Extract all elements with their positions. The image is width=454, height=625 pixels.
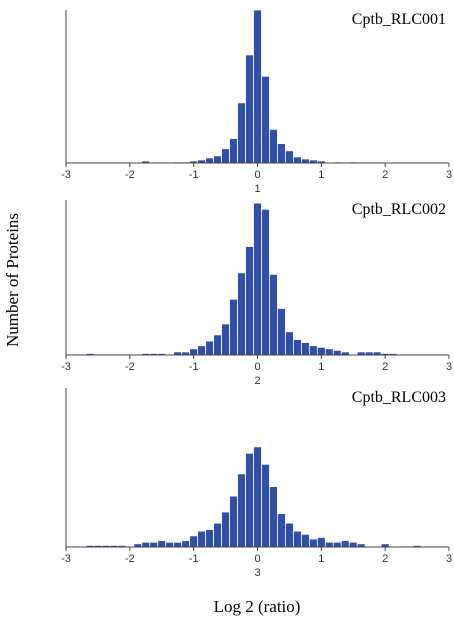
panel-title: Cptb_RLC002: [352, 201, 446, 218]
x-tick-label: 2: [382, 169, 388, 181]
histogram-bar: [300, 342, 310, 356]
histogram-bar: [245, 246, 254, 356]
x-axis-title: Log 2 (ratio): [214, 597, 301, 616]
histogram-bar: [253, 202, 262, 356]
histogram-bar: [324, 348, 334, 356]
histogram-bar: [285, 331, 294, 356]
histogram-bar: [189, 535, 199, 548]
histogram-bar: [308, 538, 318, 548]
histogram-bar: [221, 511, 230, 548]
histogram-bar: [213, 334, 222, 356]
histogram-bar: [205, 340, 215, 356]
histogram-bar: [277, 308, 286, 356]
x-tick-label: 2: [382, 553, 388, 565]
histogram-bar: [269, 273, 278, 356]
x-tick-label: 3: [446, 361, 452, 373]
histogram-bar: [229, 138, 238, 164]
histogram-bar: [141, 541, 151, 548]
histogram-bar: [197, 530, 207, 548]
histogram-bar: [277, 513, 286, 548]
histogram-bar: [149, 541, 159, 548]
histogram-bar: [269, 486, 278, 548]
histogram-bar: [197, 345, 207, 356]
panel-number-label: 3: [254, 567, 260, 579]
x-tick-label: 0: [254, 169, 260, 181]
histogram-bar: [205, 529, 215, 548]
y-axis-title: Number of Proteins: [3, 213, 22, 347]
x-tick-label: -1: [189, 361, 199, 373]
histogram-bar: [245, 452, 254, 548]
histogram-bar: [229, 298, 238, 356]
histogram-bar: [229, 495, 238, 548]
histogram-bar: [293, 156, 302, 164]
histogram-bar: [205, 157, 215, 164]
panel-title: Cptb_RLC001: [352, 11, 446, 28]
histogram-bar: [181, 540, 191, 548]
histogram-panel-2: -3 -2 -1 0 1 2 3 2 Cptb_RLC002: [61, 200, 452, 387]
x-tick-label: -1: [189, 553, 199, 565]
histogram-panel-3: -3 -2 -1 0 1 2 3 3 Cptb_RLC003: [61, 388, 452, 579]
histogram-bar: [293, 530, 302, 548]
histogram-bar: [293, 339, 302, 356]
x-tick-label: 1: [318, 169, 324, 181]
histogram-bar: [332, 349, 342, 356]
x-tick-label: -1: [189, 169, 199, 181]
histogram-bar: [165, 541, 175, 548]
histogram-bar: [261, 75, 270, 164]
x-tick-label: -3: [61, 169, 71, 181]
histogram-bar: [237, 473, 246, 548]
histogram-bar: [300, 533, 310, 548]
histogram-bar: [221, 323, 230, 356]
histogram-panel-1: -3 -2 -1 0 1 2 3 1 Cptb_RLC001: [61, 9, 452, 195]
histogram-bar: [324, 541, 334, 548]
panel-number-label: 2: [254, 375, 260, 387]
x-tick-label: 1: [318, 553, 324, 565]
histogram-bar: [253, 446, 262, 548]
histogram-bar: [348, 541, 358, 548]
x-tick-label: 0: [254, 553, 260, 565]
histogram-bar: [316, 346, 326, 356]
x-tick-label: 3: [446, 169, 452, 181]
histogram-bar: [269, 128, 278, 164]
histogram-bar: [253, 9, 262, 164]
histogram-bar: [340, 540, 350, 548]
x-tick-label: 0: [254, 361, 260, 373]
histogram-bar: [316, 537, 326, 548]
histogram-bar: [285, 150, 294, 164]
x-tick-label: 3: [446, 553, 452, 565]
histogram-bar: [213, 522, 222, 548]
histogram-bar: [245, 54, 254, 164]
x-tick-label: -3: [61, 553, 71, 565]
histogram-bar: [237, 272, 246, 356]
histogram-bar: [285, 522, 294, 548]
x-tick-label: -2: [125, 553, 135, 565]
histogram-bar: [189, 348, 199, 356]
panels: -3 -2 -1 0 1 2 3 1 Cptb_RLC001 -3 -2 -1 0 1 2 3 2 Cptb_RL…: [61, 9, 452, 579]
x-tick-label: 2: [382, 361, 388, 373]
histogram-bar: [221, 148, 230, 164]
histogram-bar: [332, 541, 342, 548]
histogram-bar: [277, 143, 286, 164]
histogram-bar: [308, 345, 318, 356]
histogram-bar: [300, 158, 310, 164]
histogram-bar: [213, 155, 222, 164]
x-tick-label: -2: [125, 361, 135, 373]
x-tick-label: -2: [125, 169, 135, 181]
panel-number-label: 1: [254, 183, 260, 195]
histogram-bar: [261, 208, 270, 356]
histogram-bar: [261, 463, 270, 548]
histogram-bar: [237, 102, 246, 164]
x-tick-label: 1: [318, 361, 324, 373]
panel-title: Cptb_RLC003: [352, 389, 446, 406]
histogram-bar: [173, 541, 183, 548]
histogram-bar: [157, 540, 167, 548]
x-tick-label: -3: [61, 361, 71, 373]
